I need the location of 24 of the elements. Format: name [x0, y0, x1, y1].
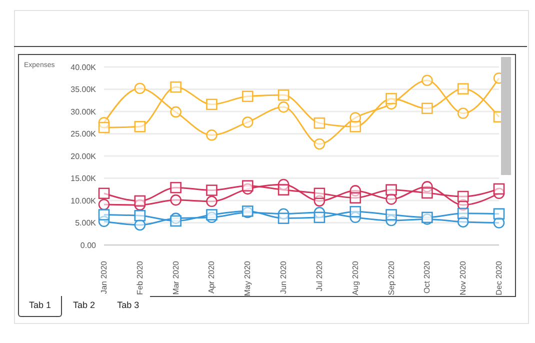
y-tick-label: 30.00K	[70, 107, 97, 116]
y-tick-label: 25.00K	[70, 130, 97, 139]
text: Tab 2	[62, 296, 106, 317]
x-tick-label: Jul 2020	[314, 260, 324, 292]
x-tick-label: Jun 2020	[279, 260, 288, 294]
x-tick-label: Oct 2020	[422, 260, 432, 294]
x-tick-label: Nov 2020	[458, 260, 468, 296]
y-tick-label: 0.00	[80, 240, 97, 250]
y-tick-label: 10.00K	[70, 196, 97, 206]
x-tick-label: Aug 2020	[350, 260, 360, 296]
x-tick-label: May 2020	[243, 260, 252, 296]
y-tick-label: 5.00K	[75, 218, 97, 228]
x-tick-label: Feb 2020	[135, 260, 144, 295]
x-tick-label: Jan 2020	[100, 260, 108, 294]
y-tick-label: 20.00K	[70, 152, 97, 161]
x-tick-label: Apr 2020	[207, 260, 216, 294]
y-tick-label: 35.00K	[70, 85, 97, 94]
x-tick-label: Dec 2020	[494, 260, 504, 296]
y-tick-label: 15.00K	[70, 174, 97, 184]
text: Tab 1	[18, 296, 62, 317]
text: Tab 3	[106, 296, 150, 317]
y-tick-label: 40.00K	[70, 62, 97, 72]
x-tick-label: Sep 2020	[386, 260, 396, 296]
x-tick-label: Mar 2020	[171, 260, 180, 295]
